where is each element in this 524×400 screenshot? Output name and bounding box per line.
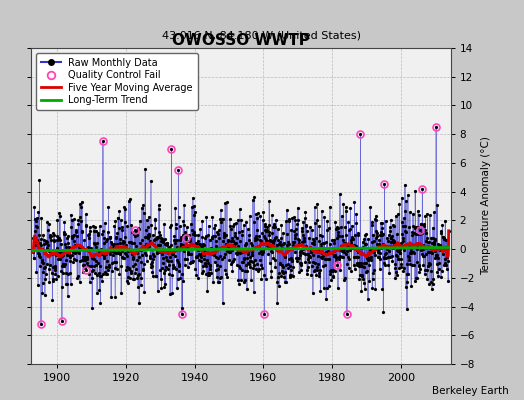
Title: OWOSSO WWTP: OWOSSO WWTP [172,33,310,48]
Text: Berkeley Earth: Berkeley Earth [432,386,508,396]
Legend: Raw Monthly Data, Quality Control Fail, Five Year Moving Average, Long-Term Tren: Raw Monthly Data, Quality Control Fail, … [36,53,198,110]
Text: 43.016 N, 84.180 W (United States): 43.016 N, 84.180 W (United States) [162,30,362,40]
Y-axis label: Temperature Anomaly (°C): Temperature Anomaly (°C) [481,136,490,276]
